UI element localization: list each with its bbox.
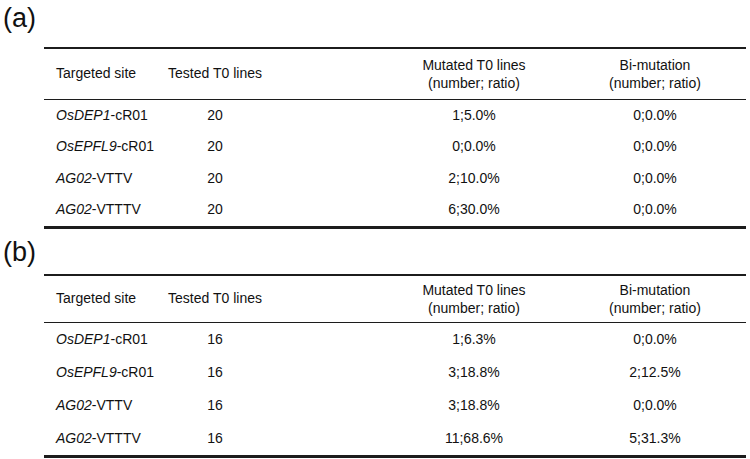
gene-name: OsDEP1 [56,331,110,347]
targeted-site-cell: AG02-VTTV [56,170,132,188]
bi-mutation-cell: 0;0.0% [633,331,677,349]
header-tested-t0-lines: Tested T0 lines [168,65,262,83]
header-mutated-line1: Mutated T0 lines [422,57,525,75]
gene-name: OsEPFL9 [56,364,117,380]
tested-lines-cell: 20 [207,139,223,157]
gene-name: AG02 [56,397,92,413]
table-row: OsEPFL9-cR01 20 0;0.0% 0;0.0% [44,132,746,164]
header-bi-line1: Bi-mutation [609,57,701,75]
site-suffix: -cR01 [110,331,147,347]
table-b: Targeted site Tested T0 lines Mutated T0… [44,274,746,458]
panel-label-b: (b) [3,238,36,268]
targeted-site-cell: OsDEP1-cR01 [56,331,148,349]
header-targeted-site: Targeted site [56,290,136,308]
header-bi-line1: Bi-mutation [609,282,701,300]
tested-lines-cell: 20 [207,170,223,188]
bi-mutation-cell: 2;12.5% [629,364,680,382]
tested-lines-cell: 20 [207,202,223,220]
bi-mutation-cell: 0;0.0% [633,170,677,188]
site-suffix: -VTTTV [92,430,141,446]
mutated-lines-cell: 1;6.3% [452,331,496,349]
targeted-site-cell: OsDEP1-cR01 [56,107,148,125]
tested-lines-cell: 16 [207,397,223,415]
site-suffix: -VTTV [92,397,132,413]
site-suffix: -cR01 [117,139,154,155]
header-bi-line2: (number; ratio) [609,299,701,317]
targeted-site-cell: AG02-VTTV [56,397,132,415]
site-suffix: -VTTTV [92,202,141,218]
mutated-lines-cell: 3;18.8% [448,364,499,382]
mutated-lines-cell: 2;10.0% [448,170,499,188]
table-a: Targeted site Tested T0 lines Mutated T0… [44,47,746,229]
bi-mutation-cell: 0;0.0% [633,397,677,415]
tested-lines-cell: 16 [207,331,223,349]
mutated-lines-cell: 11;68.6% [445,430,503,448]
mutated-lines-cell: 3;18.8% [448,397,499,415]
mutated-lines-cell: 6;30.0% [448,202,499,220]
gene-name: OsEPFL9 [56,139,117,155]
table-row: AG02-VTTTV 16 11;68.6% 5;31.3% [44,422,746,455]
site-suffix: -cR01 [110,107,147,123]
table-a-header-row: Targeted site Tested T0 lines Mutated T0… [44,49,746,100]
header-mutated-line2: (number; ratio) [422,299,525,317]
header-mutated-t0-lines: Mutated T0 lines (number; ratio) [422,57,525,92]
targeted-site-cell: AG02-VTTTV [56,202,141,220]
bi-mutation-cell: 0;0.0% [633,202,677,220]
table-row: OsDEP1-cR01 16 1;6.3% 0;0.0% [44,323,746,356]
header-mutated-line1: Mutated T0 lines [422,282,525,300]
tested-lines-cell: 16 [207,430,223,448]
bi-mutation-cell: 5;31.3% [629,430,680,448]
table-row: OsEPFL9-cR01 16 3;18.8% 2;12.5% [44,356,746,389]
table-b-header-row: Targeted site Tested T0 lines Mutated T0… [44,276,746,323]
site-suffix: -VTTV [92,170,132,186]
mutated-lines-cell: 0;0.0% [452,139,496,157]
header-mutated-t0-lines: Mutated T0 lines (number; ratio) [422,282,525,317]
table-row: AG02-VTTTV 20 6;30.0% 0;0.0% [44,195,746,227]
table-row: AG02-VTTV 20 2;10.0% 0;0.0% [44,163,746,195]
header-bi-mutation: Bi-mutation (number; ratio) [609,57,701,92]
table-row: OsDEP1-cR01 20 1;5.0% 0;0.0% [44,100,746,132]
gene-name: AG02 [56,170,92,186]
targeted-site-cell: AG02-VTTTV [56,430,141,448]
header-mutated-line2: (number; ratio) [422,74,525,92]
table-row: AG02-VTTV 16 3;18.8% 0;0.0% [44,389,746,422]
tested-lines-cell: 16 [207,364,223,382]
bi-mutation-cell: 0;0.0% [633,107,677,125]
gene-name: AG02 [56,202,92,218]
site-suffix: -cR01 [117,364,154,380]
header-bi-mutation: Bi-mutation (number; ratio) [609,282,701,317]
gene-name: OsDEP1 [56,107,110,123]
header-bi-line2: (number; ratio) [609,74,701,92]
bi-mutation-cell: 0;0.0% [633,139,677,157]
header-tested-t0-lines: Tested T0 lines [168,290,262,308]
panel-label-a: (a) [3,4,36,34]
gene-name: AG02 [56,430,92,446]
header-targeted-site: Targeted site [56,65,136,83]
targeted-site-cell: OsEPFL9-cR01 [56,139,154,157]
tested-lines-cell: 20 [207,107,223,125]
mutated-lines-cell: 1;5.0% [452,107,496,125]
targeted-site-cell: OsEPFL9-cR01 [56,364,154,382]
